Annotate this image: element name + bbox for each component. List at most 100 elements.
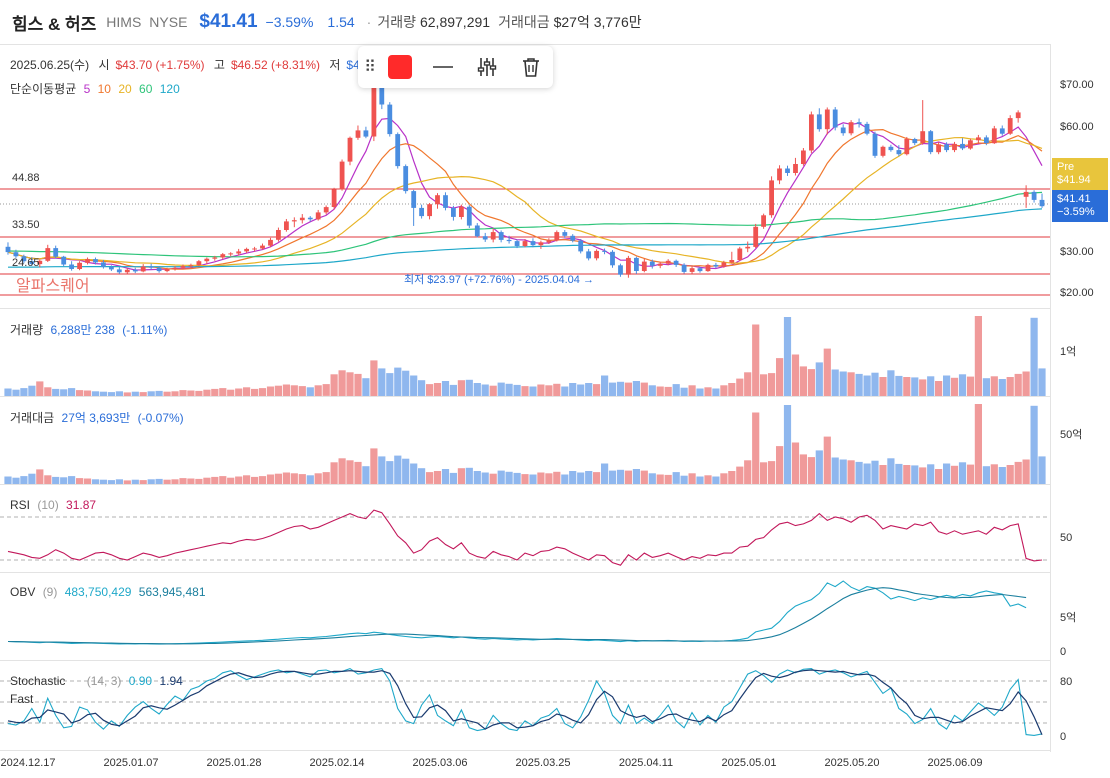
amount-bar [12, 477, 20, 484]
volume-bar [791, 354, 800, 396]
volume-bar [235, 388, 243, 396]
obv-axis-top: 5억 [1060, 612, 1077, 624]
volume-bar [1038, 368, 1046, 396]
candle-body [697, 268, 703, 272]
volume-bar [680, 387, 688, 396]
amount-bar [410, 463, 418, 484]
amount-bar [569, 471, 577, 484]
amount-bar [203, 477, 211, 484]
candle-body [840, 127, 846, 134]
amount-bar [545, 473, 553, 484]
separator-dot: · [366, 14, 372, 30]
volume-bar [943, 375, 951, 396]
obv-panel-divider [0, 572, 1050, 573]
ma-legend[interactable]: 단순이동평균 5 10 20 60 120 [10, 80, 184, 97]
amount-bar [426, 472, 434, 484]
amount-bar [1006, 465, 1014, 484]
candle-body [649, 261, 655, 266]
volume-bar [704, 387, 712, 396]
candle-body [490, 232, 496, 240]
obv-axis-bottom: 0 [1060, 646, 1067, 658]
candle-body [299, 217, 305, 221]
amount-bar [258, 476, 267, 484]
volume-bar [768, 373, 776, 396]
candle-body [506, 239, 512, 242]
volume-bar [266, 386, 275, 396]
candle-body [101, 262, 106, 267]
amount-bar [672, 472, 680, 484]
candle-body [673, 260, 679, 265]
line-style-icon[interactable] [430, 54, 456, 80]
amount-bar [648, 473, 656, 484]
volume-bar [28, 385, 36, 396]
candle-body [618, 265, 623, 275]
volume-bar [998, 379, 1006, 396]
ma120-legend: 120 [159, 82, 180, 96]
volume-bar [203, 389, 211, 396]
candle-body [912, 139, 918, 144]
candle-body [984, 137, 989, 144]
amount-bar [338, 458, 346, 484]
volume-change: (-1.11%) [122, 323, 168, 337]
volume-bar [99, 391, 107, 396]
volume-bar [919, 379, 927, 396]
volume-bar [895, 375, 903, 396]
volume-bar [935, 381, 943, 396]
volume-bar [290, 385, 298, 396]
amount-bar [20, 476, 28, 484]
rsi-panel-divider [0, 484, 1050, 485]
volume-bar [386, 373, 394, 396]
amount-bar [608, 470, 617, 484]
volume-bar [903, 377, 911, 396]
ma60-legend: 60 [139, 82, 153, 96]
amount-bar [346, 460, 354, 484]
amount-bar [593, 472, 601, 484]
candle-body [69, 264, 74, 269]
drag-handle-icon[interactable]: ⠿ [364, 59, 376, 76]
volume-bar [958, 374, 967, 396]
candle-body [459, 206, 464, 217]
volume-bar [123, 392, 131, 396]
sliders-glyph [477, 58, 497, 76]
volume-current: 6,288만 238 [50, 323, 115, 337]
color-swatch-button[interactable] [388, 55, 412, 79]
candle-body [482, 236, 488, 240]
date-tick: 2025.01.28 [206, 757, 262, 769]
settings-sliders-icon[interactable] [474, 54, 500, 80]
amount-bar [919, 467, 927, 484]
price-tick: $20.00 [1060, 287, 1094, 299]
candle-body [435, 195, 440, 205]
amount-bar [314, 473, 322, 484]
volume-bar [418, 380, 426, 396]
stoch-panel-divider [0, 660, 1050, 661]
volume-bar [553, 383, 561, 396]
volume-bar [982, 378, 990, 396]
candle-body [116, 269, 122, 273]
volume-bar [227, 389, 235, 396]
header-divider [0, 44, 1050, 45]
amount-bar [433, 471, 442, 484]
trash-icon[interactable] [518, 54, 544, 80]
price-tick: $70.00 [1060, 79, 1094, 91]
price-axis-divider [1050, 44, 1051, 752]
volume-bar [274, 385, 282, 396]
volume-bar [481, 384, 489, 396]
ma60-line [7, 191, 1043, 258]
rsi-title: RSI [10, 498, 31, 512]
volume-panel-divider [0, 308, 1050, 309]
amount-current: 27억 3,693만 [61, 411, 131, 425]
candle-body [856, 122, 862, 124]
ma10-legend: 10 [97, 82, 111, 96]
volume-bar [155, 390, 163, 396]
amount-bar [696, 476, 704, 484]
candle-body [713, 264, 719, 267]
amount-bar [1022, 459, 1030, 484]
candle-body [268, 239, 273, 246]
candle-body [904, 139, 910, 155]
amount-bar [736, 466, 744, 484]
amount-bar [44, 475, 52, 484]
amount-bar [624, 470, 632, 484]
amount-bar [529, 474, 537, 484]
amount-bar [441, 469, 450, 484]
